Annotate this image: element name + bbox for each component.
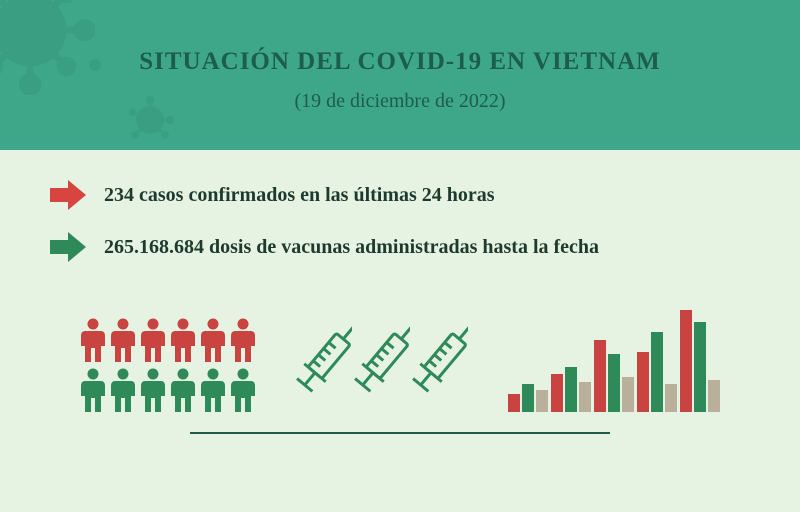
bar (551, 374, 563, 412)
bar-group (594, 340, 634, 412)
bar (565, 367, 577, 412)
bar (708, 380, 720, 412)
page-title: SITUACIÓN DEL COVID-19 EN VIETNAM (139, 48, 661, 76)
syringe-icon (412, 312, 468, 412)
virus-icon (85, 55, 105, 75)
syringe-icon-group (296, 312, 468, 412)
bar-group (551, 367, 591, 412)
person-icon (80, 318, 106, 362)
bar (594, 340, 606, 412)
virus-icon (0, 0, 95, 95)
bar-group (680, 310, 720, 412)
divider-line (190, 432, 610, 434)
stat-row: 234 casos confirmados en las últimas 24 … (50, 180, 750, 210)
person-icon (140, 368, 166, 412)
person-icon (110, 318, 136, 362)
bar (694, 322, 706, 412)
person-icon (230, 368, 256, 412)
person-icon (200, 368, 226, 412)
bar (522, 384, 534, 412)
person-icon (170, 318, 196, 362)
syringe-icon (354, 312, 410, 412)
arrow-right-icon (50, 232, 86, 262)
bar (680, 310, 692, 412)
person-icon (200, 318, 226, 362)
bar (608, 354, 620, 412)
person-icon (140, 318, 166, 362)
body-area: 234 casos confirmados en las últimas 24 … (0, 150, 800, 512)
person-icon (80, 368, 106, 412)
illustrations-row (50, 292, 750, 412)
header-banner: SITUACIÓN DEL COVID-19 EN VIETNAM (19 de… (0, 0, 800, 150)
person-icon (230, 318, 256, 362)
bar-chart (508, 302, 720, 412)
person-icon (170, 368, 196, 412)
bar (536, 390, 548, 412)
people-icon-group (80, 318, 256, 412)
bar-group (508, 384, 548, 412)
bar (651, 332, 663, 412)
infographic-container: SITUACIÓN DEL COVID-19 EN VIETNAM (19 de… (0, 0, 800, 512)
page-subtitle: (19 de diciembre de 2022) (294, 90, 505, 113)
bar-group (637, 332, 677, 412)
stat-text: 265.168.684 dosis de vacunas administrad… (104, 234, 599, 260)
arrow-right-icon (50, 180, 86, 210)
bar (622, 377, 634, 412)
bar (665, 384, 677, 412)
people-row (80, 318, 256, 362)
syringe-icon (296, 312, 352, 412)
bar (508, 394, 520, 412)
person-icon (110, 368, 136, 412)
virus-icon (125, 95, 175, 145)
stat-text: 234 casos confirmados en las últimas 24 … (104, 182, 495, 208)
people-row (80, 368, 256, 412)
stat-row: 265.168.684 dosis de vacunas administrad… (50, 232, 750, 262)
bar (637, 352, 649, 412)
bar (579, 382, 591, 412)
